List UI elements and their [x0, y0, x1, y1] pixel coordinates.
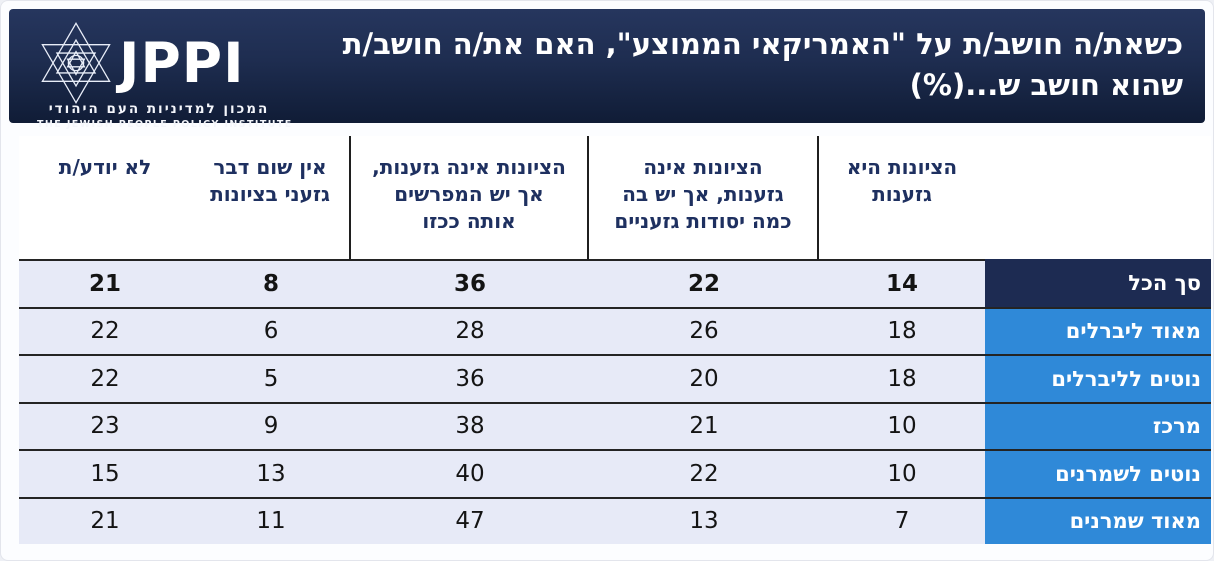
row-label-lean-liberal: נוטים לליברלים [985, 354, 1211, 402]
slide-title: כשאת/ה חושב/ת על "האמריקאי הממוצע", האם … [293, 24, 1183, 106]
header-band: JPPI המכון למדיניות העם היהודי THE JEWIS… [9, 9, 1205, 130]
value-cell: 18 [819, 306, 985, 354]
value-cell: 11 [191, 496, 351, 544]
logo-tagline-english: THE JEWISH PEOPLE POLICY INSTITUTE [37, 119, 293, 130]
value-cell: 26 [589, 306, 819, 354]
value-cell: 13 [191, 449, 351, 497]
value-cell: 21 [19, 496, 191, 544]
value-cell: 36 [351, 354, 589, 402]
col-header-nothing-racist-in-zionism: אין שום דבר גזעני בציונות [191, 136, 351, 259]
row-label-very-liberal: מאוד ליברלים [985, 306, 1211, 354]
value-cell: 36 [351, 259, 589, 307]
row-label-very-conservative: מאוד שמרנים [985, 496, 1211, 544]
value-cell: 7 [819, 496, 985, 544]
value-cell: 5 [191, 354, 351, 402]
value-cell: 14 [819, 259, 985, 307]
value-cell: 18 [819, 354, 985, 402]
value-cell: 22 [19, 306, 191, 354]
corner-cell [985, 136, 1211, 259]
value-cell: 40 [351, 449, 589, 497]
col-header-zionism-is-racism: הציונות היא גזענות [819, 136, 985, 259]
logo-acronym: JPPI [119, 31, 245, 95]
value-cell: 10 [819, 401, 985, 449]
value-cell: 22 [589, 259, 819, 307]
value-cell: 21 [19, 259, 191, 307]
value-cell: 28 [351, 306, 589, 354]
value-cell: 6 [191, 306, 351, 354]
value-cell: 47 [351, 496, 589, 544]
results-table: הציונות היא גזענות הציונות אינה גזענות, … [19, 136, 1211, 544]
logo-tagline-hebrew: המכון למדיניות העם היהודי [48, 101, 270, 117]
value-cell: 23 [19, 401, 191, 449]
value-cell: 13 [589, 496, 819, 544]
col-header-not-racist-some-racist-elements: הציונות אינה גזענות, אך יש בה כמה יסודות… [589, 136, 819, 259]
value-cell: 8 [191, 259, 351, 307]
value-cell: 20 [589, 354, 819, 402]
value-cell: 21 [589, 401, 819, 449]
value-cell: 10 [819, 449, 985, 497]
row-label-lean-conservative: נוטים לשמרנים [985, 449, 1211, 497]
row-label-total: סך הכל [985, 259, 1211, 307]
value-cell: 22 [19, 354, 191, 402]
value-cell: 9 [191, 401, 351, 449]
col-header-not-racist-some-interpret-it-so: הציונות אינה גזענות, אך יש המפרשים אותה … [351, 136, 589, 259]
title-line-2: שהוא חושב ש...(%) [909, 68, 1183, 102]
col-header-dont-know: לא יודע/ת [19, 136, 191, 259]
value-cell: 22 [589, 449, 819, 497]
row-label-center: מרכז [985, 401, 1211, 449]
star-of-david-icon [41, 21, 111, 105]
value-cell: 15 [19, 449, 191, 497]
value-cell: 38 [351, 401, 589, 449]
title-line-1: כשאת/ה חושב/ת על "האמריקאי הממוצע", האם … [342, 27, 1183, 61]
jppi-logo: JPPI המכון למדיניות העם היהודי THE JEWIS… [37, 21, 293, 130]
